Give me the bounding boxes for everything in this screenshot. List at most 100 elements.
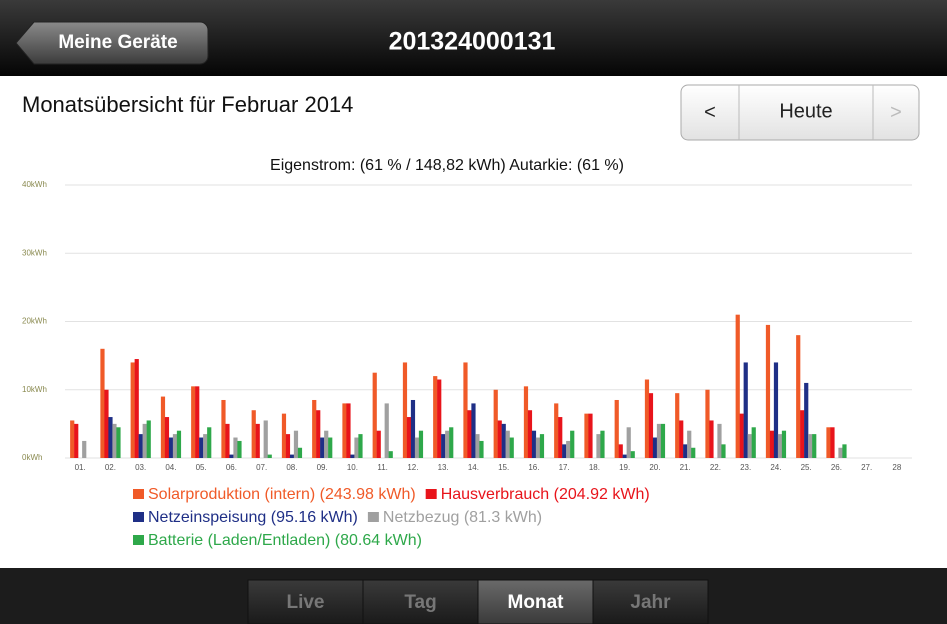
tab-label[interactable]: Monat [508,592,565,613]
bar [687,430,692,458]
bar [644,379,650,458]
bar [146,420,151,458]
nav-next[interactable]: > [890,101,902,123]
bar [479,440,484,458]
bar [164,417,170,458]
bar [656,423,662,458]
x-tick-label: 27. [861,463,872,472]
x-tick-label: 14. [468,463,479,472]
legend-label: Netzeinspeisung (95.16 kWh) [148,509,358,526]
bar [233,437,238,458]
bar [739,413,744,458]
bar [812,434,817,458]
bar [471,403,476,458]
chart: 0kWh 10kWh 20kWh 30kWh 40kWh 01. 02. 03. 04. 05. 0… [22,180,912,549]
x-tick-label: 09. [317,463,328,472]
bar [74,423,79,458]
bar [433,376,438,458]
x-tick-label: 05. [196,463,207,472]
bar [596,434,601,458]
bar [372,372,377,458]
bar [342,403,347,458]
tab[interactable] [592,579,709,624]
bar [747,434,752,458]
bar [293,430,299,458]
bar [388,451,393,458]
back-button-label[interactable]: Meine Geräte [58,32,177,53]
bar [255,423,260,458]
bar [312,399,317,458]
tab[interactable] [247,579,364,624]
y-tick-label: 40kWh [22,180,47,189]
legend-swatch [133,512,144,522]
x-tick-label: 22. [710,463,721,472]
x-tick-label: 24. [770,463,781,472]
nav-today[interactable]: Heute [779,100,832,122]
x-tick-label: 20. [649,463,660,472]
bar [406,417,412,458]
bar [402,362,408,458]
tab-label[interactable]: Tag [404,592,436,613]
bar [683,444,688,458]
bar [588,413,593,458]
bar [773,362,779,458]
bar [207,427,212,458]
bar [410,399,416,458]
x-tick-label: 25. [801,463,812,472]
x-tick-label: 07. [256,463,267,472]
bar [168,437,174,458]
bar [800,410,805,458]
bar [350,454,355,458]
bar [501,423,506,458]
bar [199,437,204,458]
chart-title: Eigenstrom: (61 % / 148,82 kWh) Autarkie… [270,157,624,174]
x-tick-label: 23. [740,463,751,472]
bar [324,430,329,458]
bar [142,423,147,458]
x-tick-label: 10. [347,463,358,472]
bar [463,362,468,458]
bar [445,430,450,458]
bar [160,396,166,458]
bar [285,434,291,458]
bar [709,420,714,458]
tabs: Live Tag Monat Jahr [247,579,709,624]
tab-label[interactable]: Jahr [630,592,671,613]
bar [652,437,658,458]
x-tick-label: 15. [498,463,509,472]
back-button[interactable] [15,21,209,65]
bar [493,389,498,458]
bar [769,430,775,458]
x-tick-label: 13. [438,463,449,472]
bar [316,410,321,458]
bar [289,454,295,458]
bar [648,393,654,458]
bar [830,427,835,458]
x-tick-label: 17. [559,463,570,472]
bar [614,399,619,458]
bar [796,335,801,458]
bar [191,386,196,458]
bar [838,447,843,458]
bar [328,437,333,458]
bar [717,423,722,458]
bar [562,444,567,458]
legend-label: Hausverbrauch (204.92 kWh) [441,486,650,503]
bar [781,430,787,458]
x-tick-label: 18. [589,463,600,472]
bar [630,451,635,458]
x-tick-label: 19. [619,463,630,472]
bar [622,454,627,458]
bar [82,440,87,458]
bar [539,434,545,458]
y-tick-label: 10kWh [22,385,47,394]
bar [691,447,696,458]
tab[interactable] [362,579,479,624]
tab-label[interactable]: Live [286,592,324,613]
bar [842,444,847,458]
bar [467,410,472,458]
bar [100,348,105,458]
bar [804,382,809,458]
nav-prev[interactable]: < [704,101,716,123]
bar [263,420,268,458]
